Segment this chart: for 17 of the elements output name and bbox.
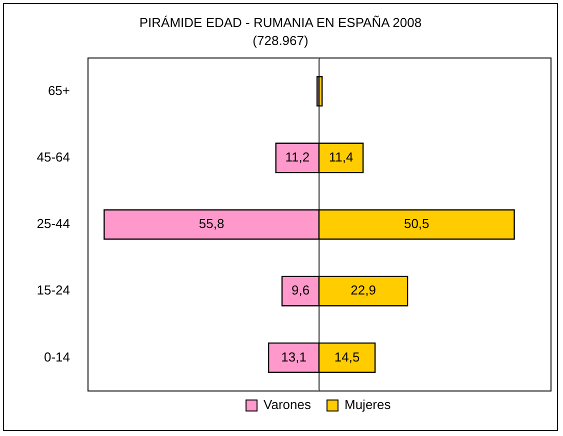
- y-tick-label: 45-64: [36, 149, 70, 164]
- data-label: 14,5: [334, 349, 360, 364]
- data-label: 22,9: [350, 282, 376, 298]
- data-label: 55,8: [198, 216, 224, 232]
- y-tick-label: 25-44: [36, 216, 70, 232]
- legend-label: Varones: [264, 397, 312, 412]
- data-label: 11,4: [328, 149, 354, 164]
- y-tick-label: 0-14: [44, 349, 70, 364]
- legend-label: Mujeres: [344, 397, 392, 412]
- data-label: 9,6: [291, 282, 310, 298]
- chart-title: PIRÁMIDE EDAD - RUMANIA EN ESPAÑA 2008: [138, 14, 423, 32]
- chart-subtitle: (728.967): [252, 32, 310, 50]
- y-tick-label: 15-24: [36, 282, 70, 298]
- data-label: 13,1: [281, 349, 306, 364]
- data-label: 50,5: [404, 216, 430, 232]
- data-label: 11,2: [285, 149, 310, 164]
- y-tick-label: 65+: [48, 82, 70, 98]
